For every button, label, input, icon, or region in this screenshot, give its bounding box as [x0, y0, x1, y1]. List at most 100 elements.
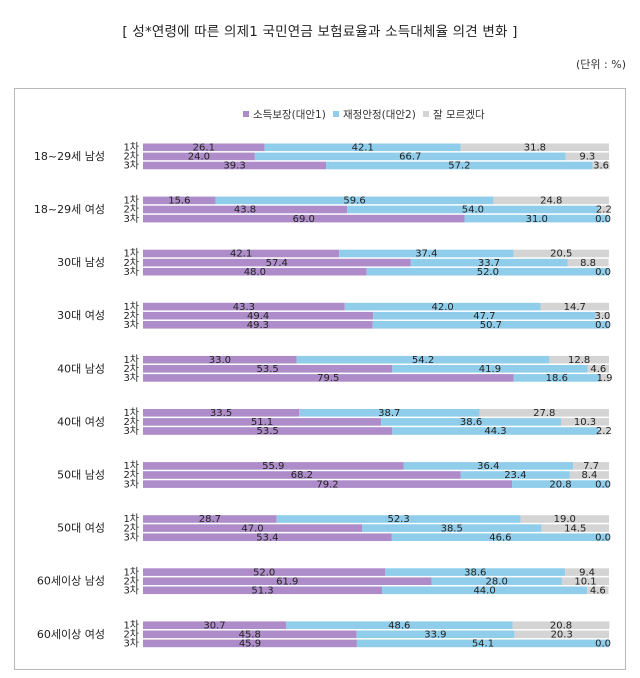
bar-segment [286, 621, 513, 629]
round-label: 3차 [123, 425, 139, 437]
bar-segment [362, 524, 542, 532]
round-label: 3차 [123, 160, 139, 172]
data-label: 42.1 [352, 143, 374, 154]
data-label: 33.5 [210, 408, 232, 419]
data-label: 20.5 [550, 249, 572, 260]
data-label: 38.7 [378, 408, 400, 419]
data-label: 66.7 [399, 152, 421, 163]
bar-segment [326, 161, 593, 170]
data-label: 31.8 [524, 143, 546, 154]
round-label: 1차 [123, 513, 139, 525]
bar-segment [143, 365, 393, 373]
bar-segment [339, 249, 514, 258]
group-label: 60세이상 여성 [37, 628, 105, 641]
bar-segment [512, 621, 610, 629]
group-label: 30대 남성 [57, 256, 105, 269]
data-label: 42.1 [230, 249, 252, 260]
round-label: 3차 [123, 319, 139, 331]
group-label: 60세이상 남성 [37, 575, 105, 588]
round-label: 1차 [123, 354, 139, 366]
data-label: 28.0 [486, 576, 508, 587]
bar-segment [215, 196, 494, 205]
data-label: 49.3 [247, 320, 269, 331]
data-label: 30.7 [203, 620, 225, 631]
data-label: 48.6 [388, 620, 410, 631]
data-label: 38.6 [464, 567, 486, 578]
bar-segment [573, 462, 609, 470]
bar-segment [567, 258, 609, 267]
data-label: 43.3 [233, 302, 255, 313]
data-label: 68.2 [291, 470, 313, 481]
bar-segment [296, 355, 550, 364]
round-label: 2차 [123, 629, 139, 641]
bar-segment [569, 471, 609, 479]
bar-segment [513, 249, 609, 258]
round-label: 3차 [123, 585, 139, 597]
group-label: 18~29세 여성 [34, 203, 105, 216]
bar-segment [431, 577, 562, 585]
data-label: 20.8 [550, 620, 572, 631]
data-label: 52.3 [387, 514, 409, 525]
bar-segment [143, 161, 327, 170]
data-label: 0.0 [595, 479, 611, 490]
data-label: 2.2 [596, 426, 612, 437]
bar-segment [143, 621, 287, 629]
bar-segment [520, 515, 609, 523]
data-label: 45.8 [239, 630, 261, 641]
legend-label-2: 재정안정(대안2) [343, 109, 416, 121]
bar-segment [143, 355, 297, 364]
group-label: 50대 여성 [57, 522, 105, 535]
bar-segment [598, 427, 609, 435]
bar-segment [595, 311, 610, 320]
round-label: 2차 [123, 416, 139, 428]
bar-segment [587, 586, 609, 595]
data-label: 57.2 [448, 161, 470, 172]
round-label: 2차 [123, 257, 139, 269]
round-label: 3차 [123, 638, 139, 650]
data-label: 50.7 [480, 320, 502, 331]
bar-segment [143, 462, 404, 470]
bar-segment [143, 630, 357, 639]
data-label: 4.6 [590, 364, 606, 375]
data-label: 38.5 [441, 523, 463, 534]
bar-segment [561, 577, 609, 585]
data-label: 33.7 [478, 258, 500, 269]
data-label: 10.3 [574, 417, 596, 428]
data-label: 14.7 [564, 302, 586, 313]
data-label: 20.8 [549, 479, 571, 490]
bar-segment [403, 462, 574, 470]
data-label: 51.1 [251, 417, 273, 428]
data-label: 0.0 [595, 320, 611, 331]
bar-segment [143, 152, 255, 161]
data-label: 31.0 [526, 214, 548, 225]
bar-segment [385, 568, 566, 576]
bar-segment [347, 205, 599, 214]
bar-segment [143, 205, 348, 214]
bar-segment [143, 471, 461, 479]
legend-label-1: 소득보장(대안1) [253, 109, 326, 121]
data-label: 24.0 [188, 152, 210, 163]
data-label: 27.8 [533, 408, 555, 419]
round-label: 2차 [123, 310, 139, 322]
data-label: 45.9 [239, 639, 261, 650]
bar-segment [143, 568, 386, 576]
bar-segment [299, 409, 480, 417]
bar-segment [143, 427, 393, 435]
data-label: 9.3 [579, 152, 595, 163]
data-label: 47.0 [241, 523, 263, 534]
data-label: 53.5 [257, 426, 279, 437]
bar-segment [143, 321, 373, 329]
data-label: 9.4 [579, 567, 595, 578]
bar-segment [143, 524, 363, 532]
data-label: 36.4 [477, 461, 499, 472]
bar-segment [513, 374, 601, 382]
round-label: 1차 [123, 566, 139, 578]
round-label: 1차 [123, 301, 139, 313]
data-label: 42.0 [432, 302, 454, 313]
data-label: 23.4 [504, 470, 526, 481]
bar-segment [344, 302, 541, 311]
data-label: 4.6 [590, 586, 606, 597]
round-label: 2차 [123, 151, 139, 163]
data-label: 3.6 [593, 161, 609, 172]
data-label: 28.7 [199, 514, 221, 525]
